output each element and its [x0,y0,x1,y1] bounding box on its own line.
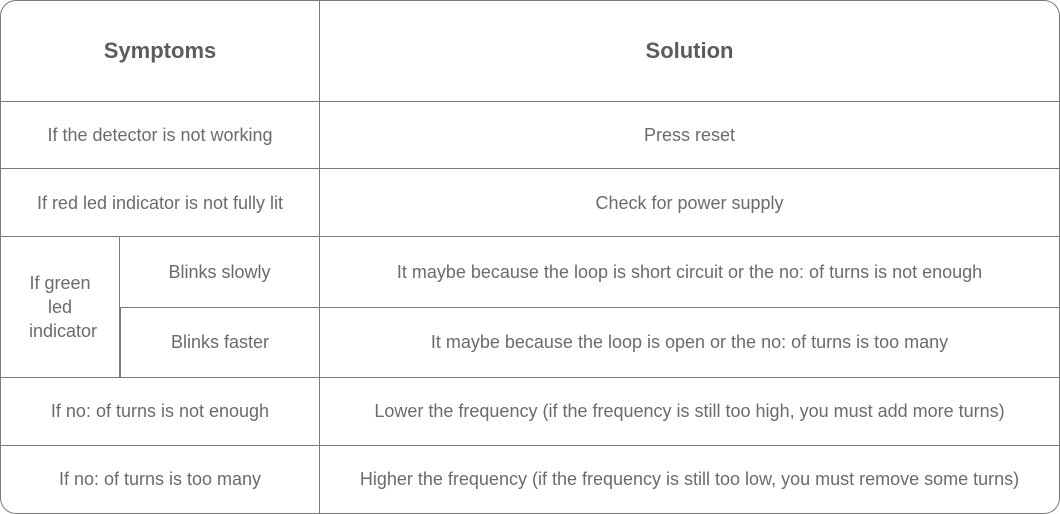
table-row: If no: of turns is too many Higher the f… [0,446,1060,514]
solution-cell: It maybe because the loop is open or the… [320,308,1060,378]
solution-cell: Higher the frequency (if the frequency i… [320,446,1060,514]
table: Symptoms Solution If the detector is not… [0,0,1060,514]
header-solution: Solution [320,0,1060,102]
solution-cell: It maybe because the loop is short circu… [320,237,1060,307]
symptom-group-cell: If green led indicator [0,237,120,378]
symptom-cell: If red led indicator is not fully lit [0,169,320,237]
solution-cell: Press reset [320,102,1060,170]
table-row: If green led indicator Blinks slowly It … [0,237,1060,307]
header-symptoms: Symptoms [0,0,320,102]
table-row: If the detector is not working Press res… [0,102,1060,170]
solution-cell: Lower the frequency (if the frequency is… [320,378,1060,446]
table-row: If no: of turns is not enough Lower the … [0,378,1060,446]
symptom-cell: If no: of turns is too many [0,446,320,514]
troubleshooting-table: Symptoms Solution If the detector is not… [0,0,1060,514]
sub-symptom-cell: Blinks slowly [120,237,320,307]
table-header-row: Symptoms Solution [0,0,1060,102]
table-row: If red led indicator is not fully lit Ch… [0,169,1060,237]
sub-symptom-cell: Blinks faster [120,308,320,378]
symptom-cell: If the detector is not working [0,102,320,170]
table-row: Blinks faster It maybe because the loop … [0,308,1060,378]
symptom-cell: If no: of turns is not enough [0,378,320,446]
solution-cell: Check for power supply [320,169,1060,237]
